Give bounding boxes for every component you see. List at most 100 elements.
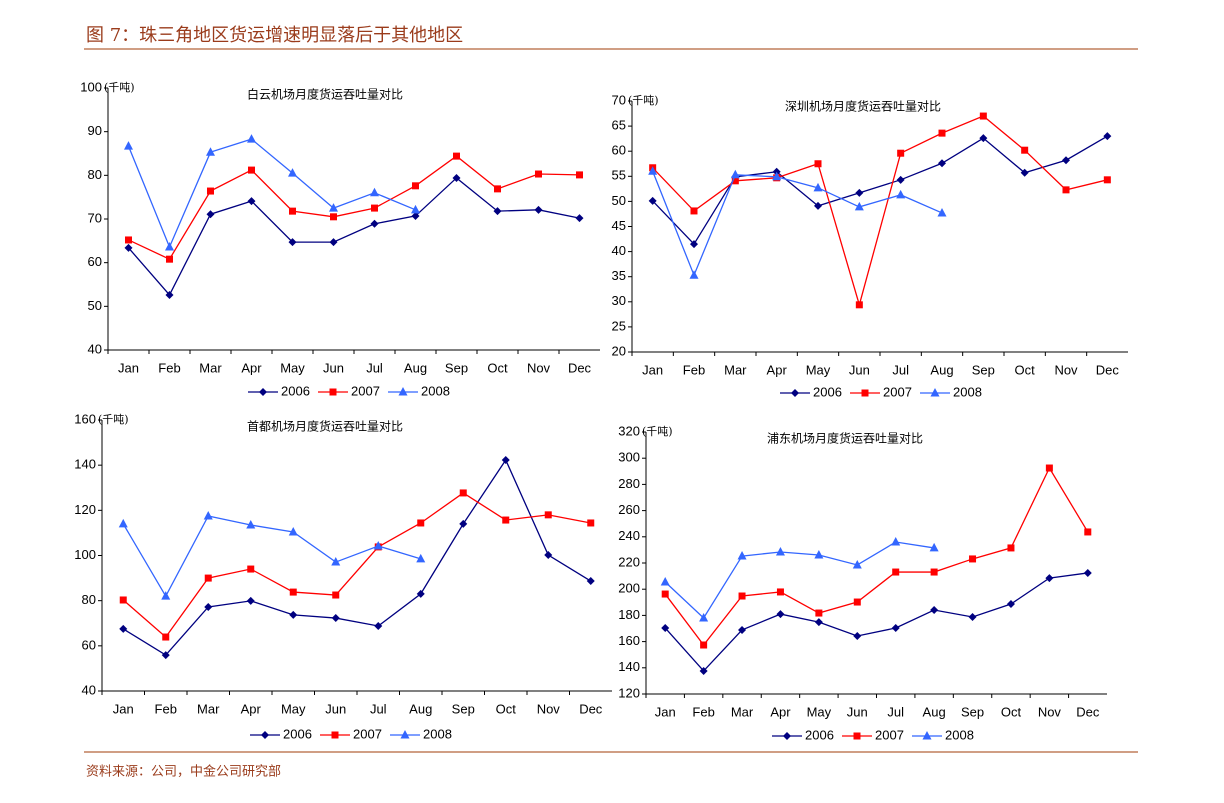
- x-tick-label: May: [807, 704, 832, 719]
- data-point: [814, 160, 822, 168]
- x-tick-label: Oct: [487, 360, 508, 375]
- x-tick-label: Nov: [527, 360, 551, 375]
- data-point: [371, 204, 378, 212]
- x-tick-label: Feb: [692, 704, 714, 719]
- y-tick-label: 140: [618, 659, 640, 674]
- x-tick-label: Jun: [323, 360, 344, 375]
- data-point: [587, 519, 595, 527]
- data-point: [775, 546, 785, 556]
- y-unit-label: (千吨): [98, 413, 129, 426]
- y-tick-label: 180: [618, 607, 640, 622]
- data-point: [459, 519, 468, 528]
- legend-label: 2008: [423, 726, 452, 741]
- data-point: [690, 207, 698, 215]
- data-point: [891, 623, 900, 632]
- data-point: [246, 596, 255, 605]
- data-point: [119, 596, 127, 604]
- y-tick-label: 50: [612, 193, 626, 208]
- series-line: [652, 115, 1108, 308]
- series-line: [664, 466, 1089, 647]
- y-tick-label: 70: [88, 210, 102, 225]
- data-point: [416, 553, 426, 563]
- series-line: [122, 458, 592, 656]
- y-tick-label: 160: [618, 633, 640, 648]
- y-tick-label: 260: [618, 502, 640, 517]
- data-point: [814, 550, 824, 559]
- data-point: [930, 568, 938, 576]
- data-point: [370, 219, 379, 228]
- data-point: [203, 510, 213, 520]
- data-point: [1103, 132, 1112, 141]
- data-point: [370, 187, 379, 197]
- y-unit-label: (千吨): [628, 94, 659, 107]
- data-point: [247, 134, 256, 143]
- x-tick-label: Dec: [1096, 362, 1120, 377]
- y-tick-label: 65: [612, 118, 626, 133]
- data-point: [535, 170, 542, 178]
- x-tick-label: Jan: [655, 704, 676, 719]
- data-point: [1062, 156, 1070, 165]
- chart-title: 首都机场月度货运吞吐量对比: [247, 419, 403, 434]
- data-point: [776, 588, 784, 596]
- data-point: [416, 589, 425, 598]
- data-point: [699, 613, 709, 622]
- series-line: [122, 492, 591, 638]
- data-point: [897, 149, 905, 157]
- data-point: [1062, 186, 1070, 194]
- data-point: [247, 565, 255, 573]
- x-tick-label: May: [281, 701, 306, 716]
- data-point: [330, 213, 337, 221]
- data-point: [938, 129, 946, 137]
- series-line: [128, 155, 580, 261]
- x-tick-label: Jul: [887, 704, 904, 719]
- legend-marker: [783, 732, 791, 740]
- data-point: [575, 214, 584, 223]
- x-tick-label: Apr: [767, 362, 788, 377]
- data-point: [937, 207, 947, 217]
- data-point: [969, 555, 977, 563]
- legend-marker: [930, 388, 940, 397]
- data-point: [738, 592, 746, 600]
- data-point: [544, 551, 553, 560]
- legend-label: 2006: [805, 727, 834, 742]
- y-tick-label: 45: [612, 218, 626, 233]
- legend-label: 2007: [875, 727, 904, 742]
- x-tick-label: Sep: [445, 360, 468, 375]
- x-tick-label: Mar: [724, 362, 747, 377]
- data-point: [204, 574, 212, 582]
- y-tick-label: 240: [618, 528, 640, 543]
- y-tick-label: 220: [618, 554, 640, 569]
- data-point: [204, 602, 213, 611]
- data-point: [331, 557, 341, 566]
- x-tick-label: Aug: [404, 360, 427, 375]
- legend-label: 2007: [351, 383, 380, 398]
- data-point: [855, 188, 864, 197]
- legend-label: 2008: [953, 384, 982, 399]
- data-point: [576, 171, 583, 179]
- x-tick-label: Jun: [849, 362, 870, 377]
- legend-marker: [922, 731, 932, 740]
- data-point: [332, 591, 340, 599]
- x-tick-label: May: [280, 360, 305, 375]
- x-tick-label: Mar: [199, 360, 222, 375]
- data-point: [699, 666, 708, 675]
- x-tick-label: Mar: [197, 701, 220, 716]
- y-tick-label: 320: [618, 423, 640, 438]
- x-tick-label: Apr: [241, 701, 262, 716]
- data-point: [586, 577, 595, 586]
- data-point: [459, 489, 467, 497]
- data-point: [896, 175, 905, 184]
- data-point: [731, 177, 739, 185]
- y-tick-label: 100: [80, 79, 102, 94]
- data-point: [374, 621, 383, 630]
- data-point: [892, 568, 900, 576]
- x-tick-label: Jan: [113, 701, 134, 716]
- data-point: [700, 641, 708, 649]
- data-point: [855, 301, 863, 309]
- y-tick-label: 90: [88, 123, 102, 138]
- data-point: [206, 147, 215, 156]
- series-line: [652, 135, 1108, 246]
- data-point: [329, 238, 338, 247]
- x-tick-label: Nov: [1054, 362, 1078, 377]
